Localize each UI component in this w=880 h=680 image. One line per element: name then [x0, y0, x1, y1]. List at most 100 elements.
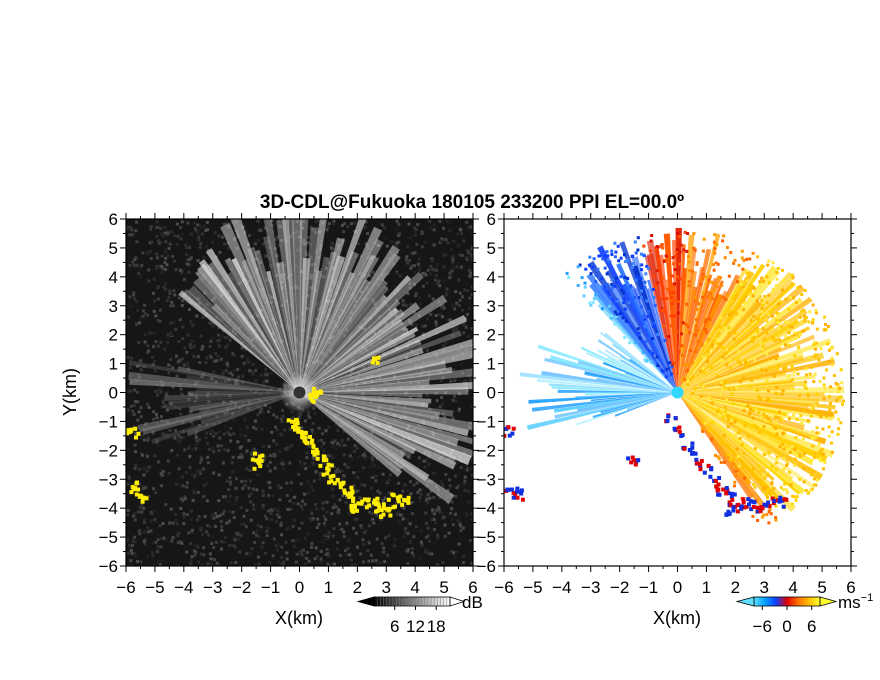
- noise-speck: [417, 257, 421, 261]
- velocity-echo-cell: [728, 503, 733, 508]
- velocity-cell: [724, 398, 728, 401]
- noise-speck: [280, 533, 284, 537]
- velocity-echo-cell: [515, 495, 520, 500]
- velocity-cell: [822, 376, 826, 380]
- velocity-cell: [826, 342, 830, 346]
- velocity-cell: [737, 349, 740, 353]
- noise-speck: [452, 326, 456, 330]
- velocity-cell: [753, 358, 757, 362]
- noise-speck: [252, 426, 256, 429]
- noise-speck: [194, 447, 198, 451]
- velocity-cell: [741, 267, 745, 271]
- noise-speck: [245, 359, 249, 363]
- velocity-cell: [675, 248, 679, 251]
- strong-echo-cell: [140, 499, 145, 504]
- noise-speck: [404, 549, 408, 553]
- velocity-cell: [693, 248, 697, 252]
- noise-speck: [416, 223, 420, 227]
- velocity-cell: [802, 467, 806, 471]
- noise-speck: [298, 460, 302, 464]
- noise-speck: [295, 413, 299, 416]
- velocity-cell: [727, 452, 731, 456]
- noise-speck: [381, 499, 385, 503]
- noise-speck: [205, 530, 209, 534]
- strong-echo-cell: [356, 501, 361, 506]
- velocity-cell: [828, 395, 832, 398]
- noise-speck: [168, 289, 172, 293]
- noise-speck: [405, 255, 409, 259]
- noise-speck: [206, 455, 210, 459]
- velocity-cell: [809, 461, 813, 465]
- noise-speck: [455, 486, 459, 490]
- reflectivity-beam: [299, 219, 309, 393]
- noise-speck: [195, 429, 199, 433]
- noise-speck: [359, 483, 363, 487]
- reflectivity-beam: [195, 269, 300, 393]
- noise-speck: [448, 275, 452, 279]
- velocity-cell: [682, 362, 686, 366]
- noise-speck: [147, 268, 151, 272]
- noise-speck: [406, 489, 409, 493]
- noise-speck: [269, 454, 272, 458]
- noise-speck: [142, 473, 146, 477]
- velocity-cell: [644, 359, 648, 363]
- velocity-beam: [549, 383, 678, 393]
- velocity-cell: [690, 269, 694, 273]
- noise-speck: [329, 349, 333, 353]
- velocity-cell: [796, 335, 800, 339]
- reflectivity-beam: [299, 299, 401, 393]
- velocity-cell: [793, 447, 797, 451]
- noise-speck: [225, 312, 229, 316]
- noise-speck: [408, 252, 412, 256]
- noise-speck: [331, 494, 335, 498]
- velocity-beam: [585, 392, 678, 396]
- noise-speck: [420, 543, 424, 547]
- noise-speck: [393, 544, 396, 548]
- noise-speck: [186, 367, 190, 371]
- strong-echo-cell: [381, 502, 386, 507]
- velocity-cell: [695, 318, 698, 322]
- y-tick-label: −3: [99, 470, 118, 489]
- noise-speck: [402, 411, 406, 415]
- noise-speck: [384, 428, 388, 432]
- noise-speck: [247, 406, 251, 410]
- x-tick-label: −2: [232, 578, 251, 597]
- noise-speck: [126, 408, 130, 412]
- velocity-cell: [775, 277, 779, 281]
- noise-speck: [288, 461, 292, 465]
- velocity-cell: [822, 383, 826, 387]
- velocity-beam: [677, 392, 768, 471]
- reflectivity-beam: [165, 392, 300, 411]
- noise-speck: [292, 292, 296, 296]
- noise-speck: [158, 319, 162, 323]
- noise-speck: [426, 501, 430, 505]
- noise-speck: [285, 494, 289, 497]
- noise-speck: [144, 453, 148, 457]
- noise-speck: [351, 359, 355, 363]
- noise-speck: [138, 321, 141, 325]
- noise-speck: [217, 473, 221, 477]
- strong-echo-cell: [311, 391, 316, 395]
- noise-speck: [342, 334, 346, 338]
- noise-speck: [401, 437, 405, 441]
- velocity-echo-cell: [714, 484, 719, 489]
- noise-speck: [135, 300, 139, 304]
- noise-speck: [467, 500, 471, 504]
- noise-speck: [357, 470, 361, 474]
- reflectivity-beam: [231, 257, 300, 393]
- noise-speck: [173, 259, 176, 263]
- velocity-cell: [699, 282, 703, 286]
- velocity-cell: [811, 436, 815, 440]
- noise-speck: [395, 245, 398, 249]
- noise-speck: [280, 545, 284, 549]
- noise-speck: [129, 389, 132, 393]
- noise-speck: [253, 242, 257, 246]
- noise-speck: [210, 562, 213, 566]
- noise-speck: [408, 286, 412, 290]
- noise-speck: [376, 243, 380, 247]
- noise-speck: [468, 539, 472, 542]
- reflectivity-beam: [299, 254, 379, 393]
- noise-speck: [307, 464, 311, 468]
- noise-speck: [233, 354, 237, 358]
- noise-speck: [242, 361, 246, 365]
